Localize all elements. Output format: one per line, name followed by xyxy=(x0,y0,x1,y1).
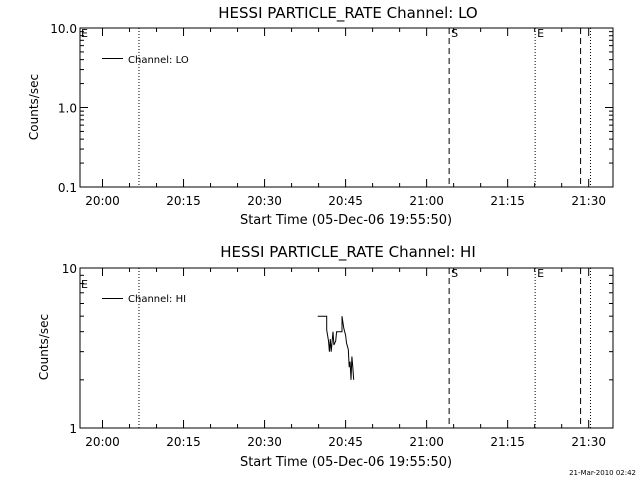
panel-channel-lo: HESSI PARTICLE_RATE Channel: LO Start Ti… xyxy=(27,4,614,228)
x-tick-label: 20:00 xyxy=(85,435,120,449)
x-tick-label: 20:15 xyxy=(166,435,201,449)
legend-label: Channel: LO xyxy=(128,55,189,66)
series-line xyxy=(317,315,355,380)
x-axis-label: Start Time (05-Dec-06 19:55:50) xyxy=(240,213,452,228)
y-axis-label: Counts/sec xyxy=(27,74,41,140)
y-tick-label: 10 xyxy=(62,262,77,276)
x-tick-label: 20:30 xyxy=(247,194,282,208)
chart-title: HESSI PARTICLE_RATE Channel: HI xyxy=(220,243,476,262)
plot-frame xyxy=(79,267,614,429)
y-tick-label: 1 xyxy=(69,422,77,436)
x-tick-label: 20:45 xyxy=(328,435,363,449)
event-marker-label: E xyxy=(537,267,544,280)
x-axis-label: Start Time (05-Dec-06 19:55:50) xyxy=(240,455,452,470)
edge-marker-label: E xyxy=(81,27,88,40)
edge-marker-label: E xyxy=(81,278,88,291)
x-tick-label: 21:15 xyxy=(490,194,525,208)
x-tick-label: 21:00 xyxy=(409,194,444,208)
event-marker-label: S xyxy=(451,267,458,280)
x-tick-label: 20:00 xyxy=(85,194,120,208)
x-tick-label: 21:15 xyxy=(490,435,525,449)
event-marker-label: S xyxy=(451,27,458,40)
x-tick-label: 20:15 xyxy=(166,194,201,208)
event-marker-label: E xyxy=(537,27,544,40)
x-tick-label: 21:30 xyxy=(571,194,606,208)
chart-title: HESSI PARTICLE_RATE Channel: LO xyxy=(218,4,477,23)
x-tick-label: 20:45 xyxy=(328,194,363,208)
x-tick-label: 21:30 xyxy=(571,435,606,449)
y-tick-label: 10.0 xyxy=(50,22,77,36)
panel-channel-hi: HESSI PARTICLE_RATE Channel: HI Start Ti… xyxy=(37,243,614,470)
y-tick-label: 1.0 xyxy=(58,102,77,116)
legend-label: Channel: HI xyxy=(128,294,186,305)
x-tick-label: 20:30 xyxy=(247,435,282,449)
plot-frame xyxy=(79,27,614,188)
y-axis-label: Counts/sec xyxy=(37,314,51,380)
timestamp-footer: 21-Mar-2010 02:42 xyxy=(569,469,636,477)
x-tick-label: 21:00 xyxy=(409,435,444,449)
y-tick-label: 0.1 xyxy=(58,181,77,195)
